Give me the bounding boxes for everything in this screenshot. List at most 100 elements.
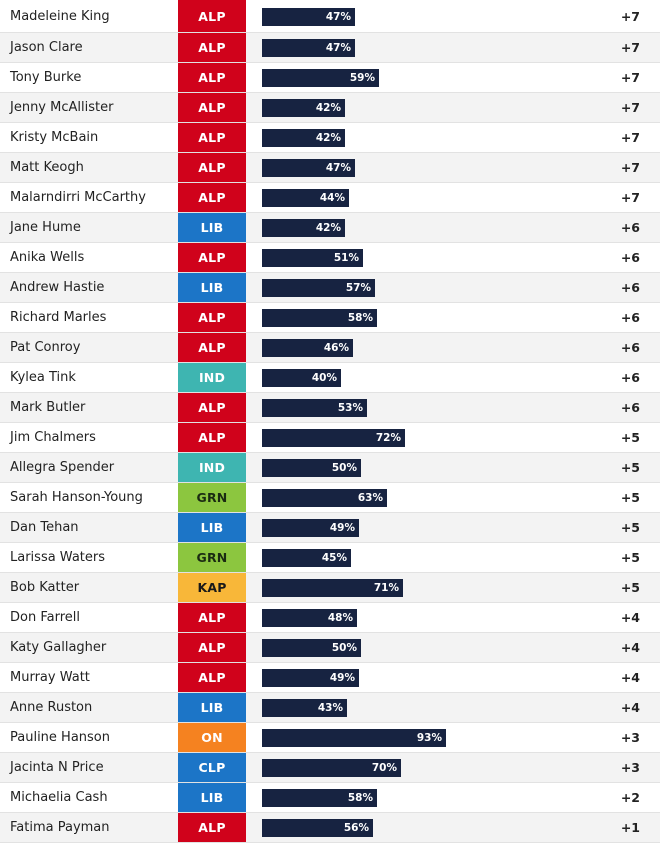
table-row: Matt Keogh ALP 47% +7 <box>0 153 660 183</box>
row-name: Sarah Hanson-Young <box>10 490 143 505</box>
party-badge: ALP <box>178 123 246 152</box>
bar-track: 58% <box>262 309 460 327</box>
table-row: Andrew Hastie LIB 57% +6 <box>0 273 660 303</box>
bar-track: 40% <box>262 369 460 387</box>
bar-track: 51% <box>262 249 460 267</box>
table-row: Kylea Tink IND 40% +6 <box>0 363 660 393</box>
change-value: +7 <box>620 100 640 115</box>
bar-track: 47% <box>262 39 460 57</box>
table-row: Malarndirri McCarthy ALP 44% +7 <box>0 183 660 213</box>
row-name: Katy Gallagher <box>10 640 107 655</box>
row-name: Richard Marles <box>10 310 107 325</box>
bar-track: 42% <box>262 99 460 117</box>
value-bar <box>262 759 401 777</box>
value-label: 43% <box>317 702 343 714</box>
party-badge: LIB <box>178 273 246 302</box>
table-row: Madeleine King ALP 47% +7 <box>0 0 660 33</box>
party-badge: ALP <box>178 303 246 332</box>
row-name: Anne Ruston <box>10 700 93 715</box>
row-name: Larissa Waters <box>10 550 106 565</box>
party-badge: GRN <box>178 543 246 572</box>
bar-track: 46% <box>262 339 460 357</box>
bar-track: 43% <box>262 699 460 717</box>
change-value: +4 <box>620 610 640 625</box>
row-name: Kristy McBain <box>10 130 99 145</box>
value-bar <box>262 279 375 297</box>
change-value: +1 <box>620 820 640 835</box>
table-row: Anika Wells ALP 51% +6 <box>0 243 660 273</box>
row-name: Tony Burke <box>10 70 82 85</box>
party-badge: ALP <box>178 813 246 842</box>
row-name: Bob Katter <box>10 580 80 595</box>
change-value: +4 <box>620 700 640 715</box>
value-label: 56% <box>343 822 369 834</box>
row-name: Anika Wells <box>10 250 85 265</box>
table-row: Richard Marles ALP 58% +6 <box>0 303 660 333</box>
value-bar <box>262 699 347 717</box>
row-name: Michaelia Cash <box>10 790 108 805</box>
value-bar <box>262 609 357 627</box>
bar-track: 42% <box>262 129 460 147</box>
table-row: Dan Tehan LIB 49% +5 <box>0 513 660 543</box>
table-row: Jason Clare ALP 47% +7 <box>0 33 660 63</box>
row-name: Don Farrell <box>10 610 80 625</box>
party-badge: ALP <box>178 93 246 122</box>
table-row: Pat Conroy ALP 46% +6 <box>0 333 660 363</box>
row-name: Madeleine King <box>10 8 110 24</box>
bar-track: 44% <box>262 189 460 207</box>
value-bar <box>262 99 345 117</box>
bar-track: 53% <box>262 399 460 417</box>
bar-track: 50% <box>262 459 460 477</box>
value-bar <box>262 159 355 177</box>
value-bar <box>262 519 359 537</box>
change-value: +5 <box>620 550 640 565</box>
change-value: +6 <box>620 310 640 325</box>
row-name: Murray Watt <box>10 670 90 685</box>
row-name: Pauline Hanson <box>10 730 111 745</box>
party-badge: LIB <box>178 693 246 722</box>
value-bar <box>262 459 361 477</box>
party-badge: ALP <box>178 153 246 182</box>
table-row: Mark Butler ALP 53% +6 <box>0 393 660 423</box>
party-badge: ALP <box>178 393 246 422</box>
bar-track: 49% <box>262 669 460 687</box>
party-badge: IND <box>178 363 246 392</box>
value-label: 42% <box>315 132 341 144</box>
table-row: Don Farrell ALP 48% +4 <box>0 603 660 633</box>
change-value: +5 <box>620 460 640 475</box>
change-value: +6 <box>620 370 640 385</box>
row-name: Fatima Payman <box>10 820 110 835</box>
party-badge: LIB <box>178 513 246 542</box>
table-row: Fatima Payman ALP 56% +1 <box>0 813 660 843</box>
bar-track: 48% <box>262 609 460 627</box>
value-bar <box>262 669 359 687</box>
row-name: Dan Tehan <box>10 520 79 535</box>
bar-track: 72% <box>262 429 460 447</box>
party-badge: ALP <box>178 0 246 32</box>
change-value: +6 <box>620 220 640 235</box>
value-label: 93% <box>416 732 442 744</box>
value-label: 42% <box>315 222 341 234</box>
change-value: +7 <box>620 70 640 85</box>
party-badge: ON <box>178 723 246 752</box>
value-label: 45% <box>321 552 347 564</box>
change-value: +7 <box>620 8 640 24</box>
change-value: +6 <box>620 280 640 295</box>
party-badge: ALP <box>178 663 246 692</box>
value-bar <box>262 729 446 747</box>
bar-track: 47% <box>262 159 460 177</box>
change-value: +3 <box>620 730 640 745</box>
value-label: 48% <box>327 612 353 624</box>
value-label: 58% <box>347 792 373 804</box>
value-label: 49% <box>329 672 355 684</box>
bar-track: 71% <box>262 579 460 597</box>
table-row: Murray Watt ALP 49% +4 <box>0 663 660 693</box>
value-label: 57% <box>345 282 371 294</box>
table-row: Jenny McAllister ALP 42% +7 <box>0 93 660 123</box>
party-badge: ALP <box>178 333 246 362</box>
value-label: 70% <box>371 762 397 774</box>
value-bar <box>262 189 349 207</box>
party-badge: ALP <box>178 633 246 662</box>
value-label: 47% <box>325 42 351 54</box>
bar-track: 57% <box>262 279 460 297</box>
